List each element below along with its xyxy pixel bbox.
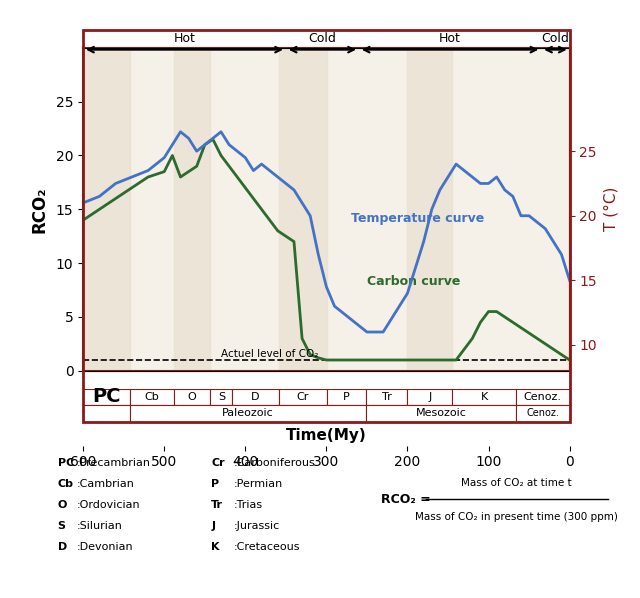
Text: K: K bbox=[211, 542, 220, 552]
Text: :Trias: :Trias bbox=[234, 501, 263, 510]
Bar bbox=[327, 389, 366, 405]
Text: :Cretaceous: :Cretaceous bbox=[234, 542, 300, 552]
Text: Cold: Cold bbox=[541, 32, 570, 45]
Bar bbox=[130, 389, 174, 405]
Text: :Silurian: :Silurian bbox=[77, 521, 123, 531]
Bar bbox=[408, 48, 452, 371]
Text: Mass of CO₂ at time t: Mass of CO₂ at time t bbox=[461, 478, 572, 488]
Bar bbox=[211, 389, 232, 405]
Text: Carbon curve: Carbon curve bbox=[367, 274, 460, 288]
Text: D: D bbox=[58, 542, 67, 552]
Bar bbox=[516, 389, 570, 405]
Text: Cenoz.: Cenoz. bbox=[524, 392, 562, 402]
Text: P: P bbox=[211, 480, 220, 489]
Text: P: P bbox=[343, 392, 350, 402]
Text: Time(My): Time(My) bbox=[286, 428, 367, 443]
Text: J: J bbox=[428, 392, 431, 402]
Bar bbox=[174, 389, 211, 405]
Text: S: S bbox=[218, 392, 225, 402]
Text: Cr: Cr bbox=[211, 459, 225, 468]
Bar bbox=[278, 48, 327, 371]
Text: Mesozoic: Mesozoic bbox=[415, 408, 467, 419]
Y-axis label: RCO₂: RCO₂ bbox=[31, 186, 49, 233]
Text: Cb: Cb bbox=[58, 480, 74, 489]
Text: Tr: Tr bbox=[211, 501, 223, 510]
Text: Tr: Tr bbox=[382, 392, 392, 402]
Bar bbox=[366, 389, 408, 405]
Text: :Jurassic: :Jurassic bbox=[234, 521, 280, 531]
Bar bbox=[83, 405, 130, 422]
Text: :Cambrian: :Cambrian bbox=[77, 480, 134, 489]
Text: :Precambrian: :Precambrian bbox=[77, 459, 151, 468]
Text: Mass of CO₂ in present time (300 ppm): Mass of CO₂ in present time (300 ppm) bbox=[415, 512, 618, 522]
Text: :Devonian: :Devonian bbox=[77, 542, 133, 552]
Text: Hot: Hot bbox=[173, 32, 195, 45]
Text: Cold: Cold bbox=[308, 32, 336, 45]
Text: Cr: Cr bbox=[297, 392, 309, 402]
Text: PC: PC bbox=[92, 388, 121, 407]
Text: J: J bbox=[211, 521, 215, 531]
Text: :Ordovician: :Ordovician bbox=[77, 501, 140, 510]
Y-axis label: T (°C): T (°C) bbox=[604, 187, 619, 231]
Text: :Permian: :Permian bbox=[234, 480, 283, 489]
Bar bbox=[83, 389, 130, 405]
Text: O: O bbox=[58, 501, 67, 510]
Bar bbox=[174, 48, 211, 371]
Text: Hot: Hot bbox=[439, 32, 461, 45]
Text: Cb: Cb bbox=[145, 392, 159, 402]
Bar bbox=[232, 389, 278, 405]
Text: D: D bbox=[252, 392, 260, 402]
Text: Actuel level of CO₂: Actuel level of CO₂ bbox=[221, 349, 318, 359]
Text: RCO₂ =: RCO₂ = bbox=[381, 493, 431, 506]
Text: Paleozoic: Paleozoic bbox=[222, 408, 274, 419]
Bar bbox=[408, 389, 452, 405]
Text: PC: PC bbox=[58, 459, 74, 468]
Bar bbox=[452, 389, 516, 405]
Bar bbox=[366, 405, 516, 422]
Bar bbox=[516, 405, 570, 422]
Text: :Carboniferous: :Carboniferous bbox=[234, 459, 316, 468]
Text: S: S bbox=[58, 521, 65, 531]
Text: Cenoz.: Cenoz. bbox=[527, 408, 559, 419]
Bar bbox=[83, 48, 130, 371]
Text: Temperature curve: Temperature curve bbox=[351, 212, 484, 225]
Text: O: O bbox=[188, 392, 196, 402]
Text: K: K bbox=[481, 392, 488, 402]
Bar bbox=[130, 405, 366, 422]
Bar bbox=[278, 389, 327, 405]
